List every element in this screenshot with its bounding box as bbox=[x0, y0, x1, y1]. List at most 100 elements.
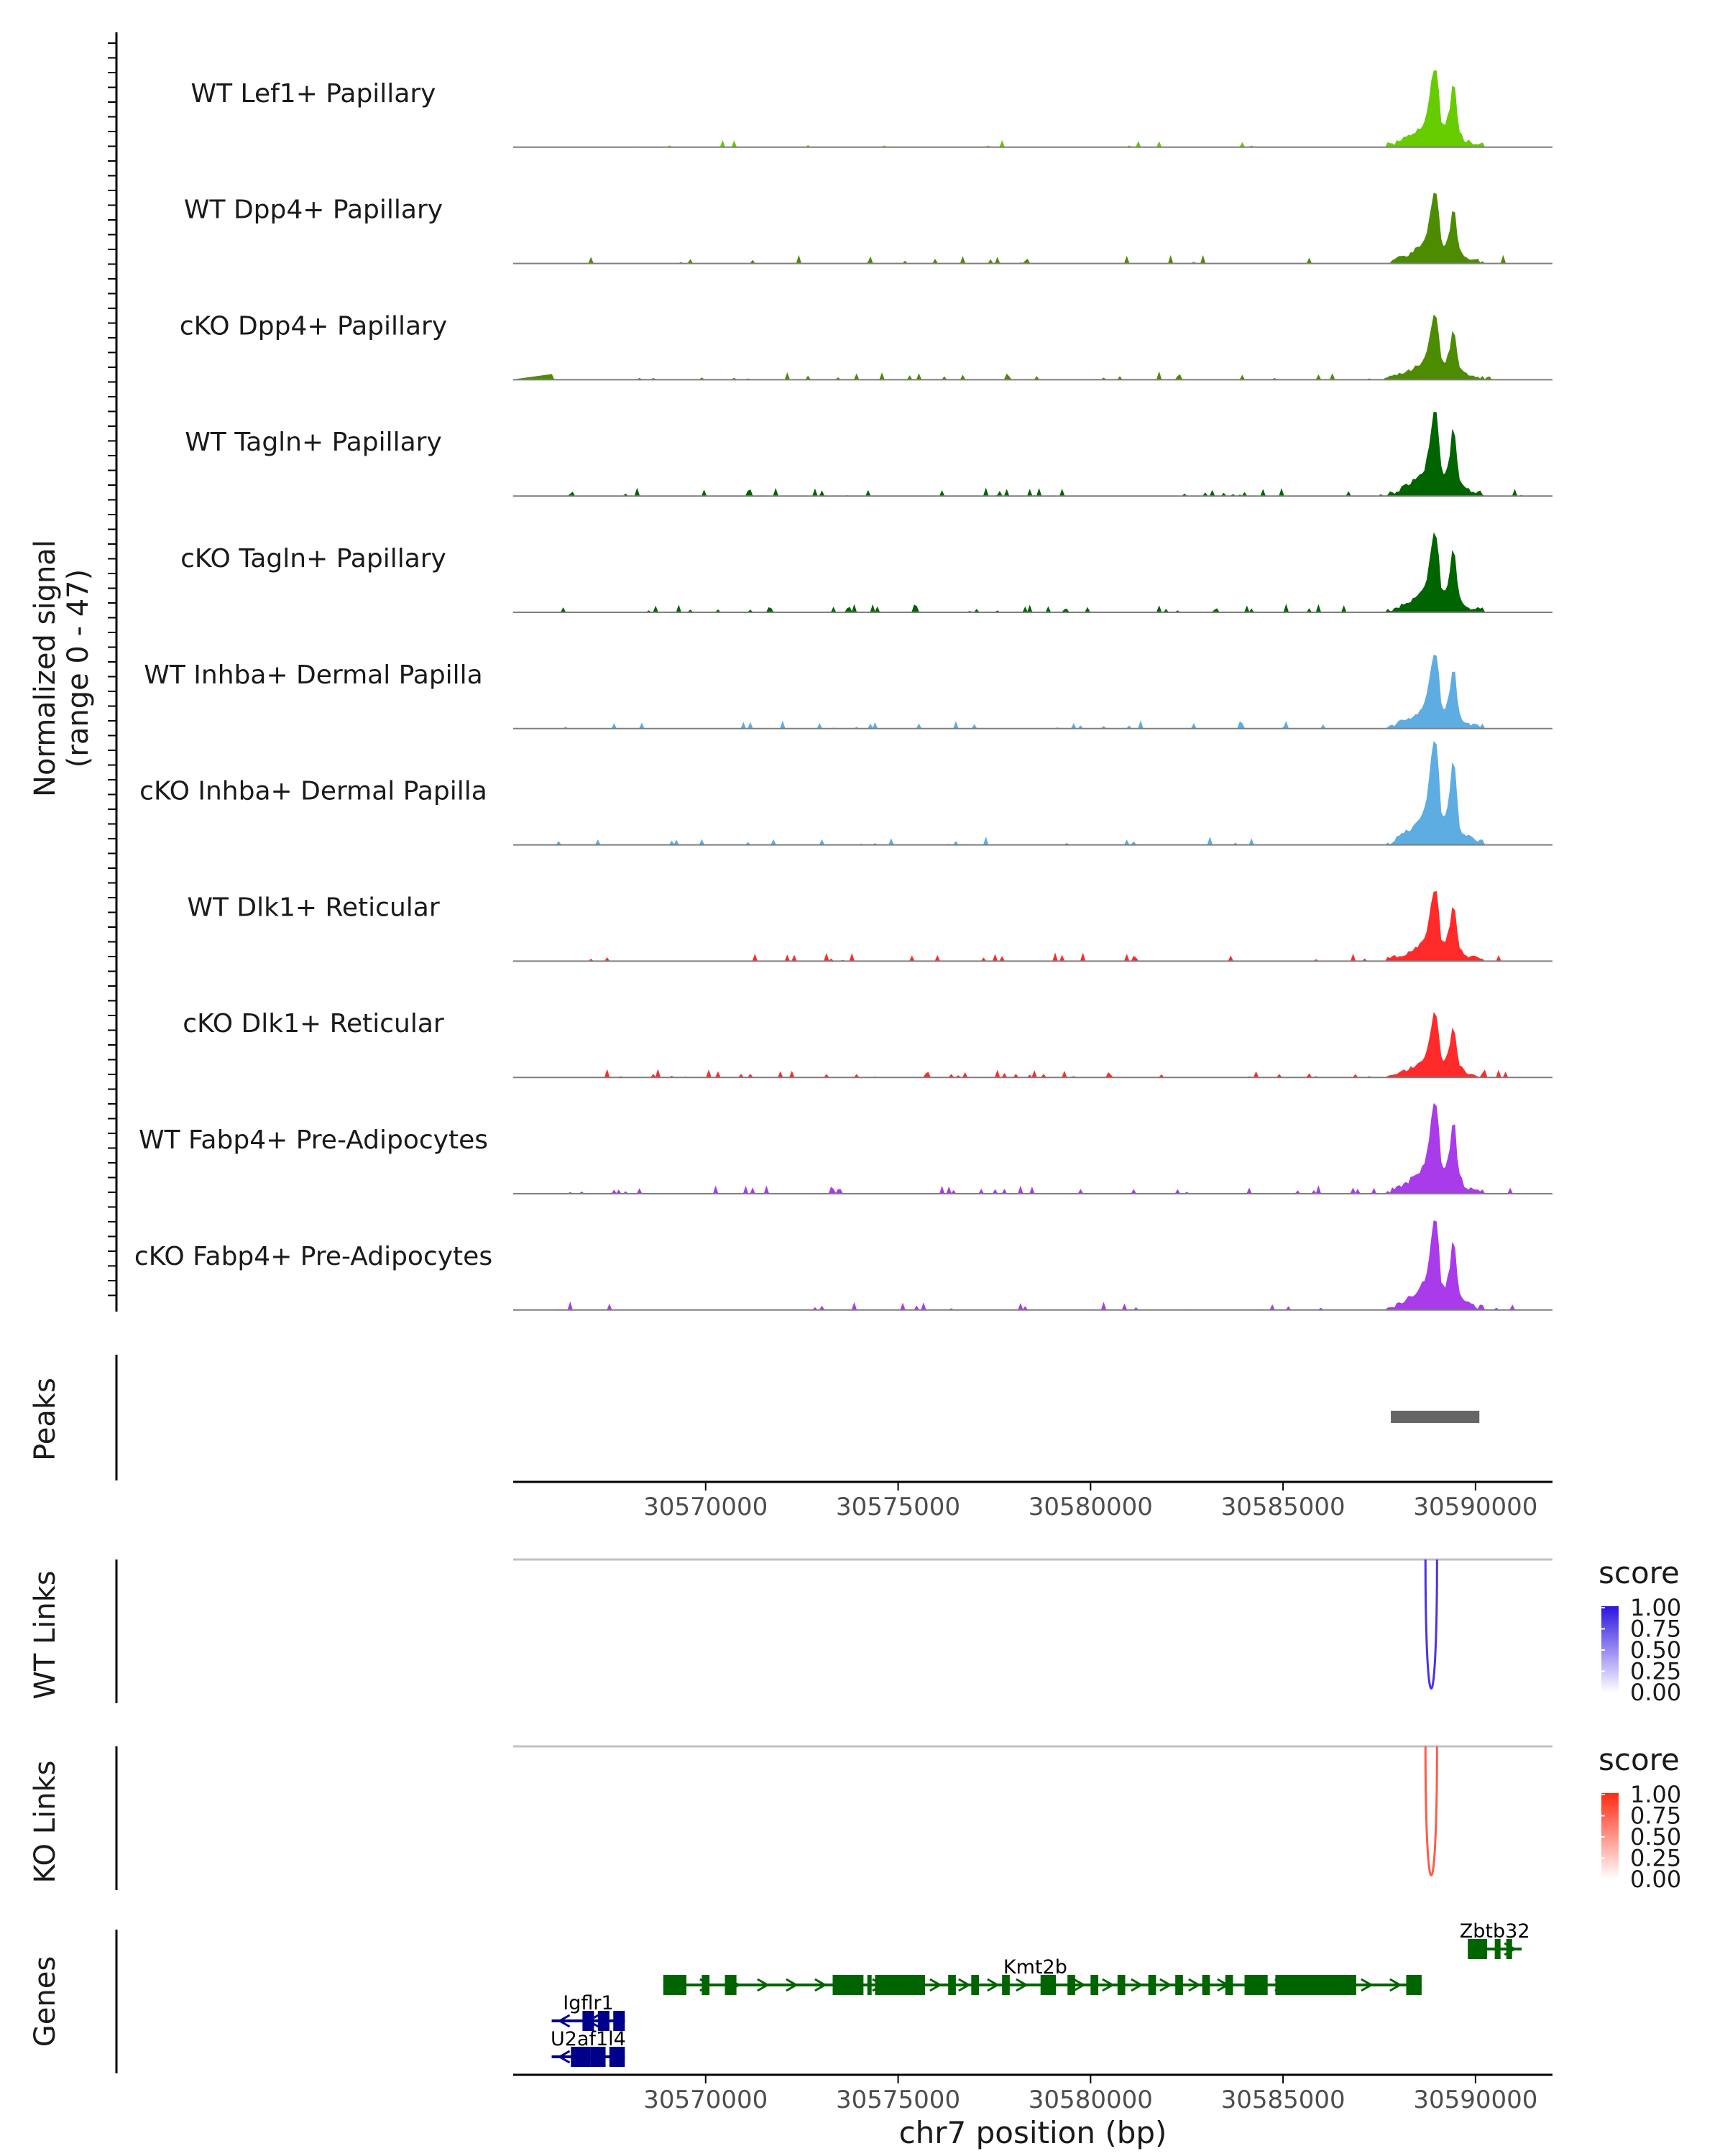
strand-arrow bbox=[1389, 1978, 1402, 1992]
strand-arrow bbox=[1332, 1978, 1345, 1992]
strand-arrow bbox=[929, 1978, 942, 1992]
track-label: cKO Fabp4+ Pre-Adipocytes bbox=[134, 1242, 492, 1271]
track-label: cKO Inhba+ Dermal Papilla bbox=[139, 777, 487, 806]
gene-label: U2af1l4 bbox=[551, 2028, 626, 2050]
strand-arrow bbox=[557, 2050, 571, 2064]
strand-arrow bbox=[987, 1978, 1000, 1992]
strand-arrow bbox=[1073, 1978, 1086, 1992]
track-4: WT Tagln+ Papillary bbox=[185, 411, 1552, 497]
gene-label: Igflr1 bbox=[563, 1992, 613, 2014]
legend-tick-label: 1.00 bbox=[1630, 1781, 1681, 1808]
gene-1: Zbtb32 bbox=[1460, 1920, 1530, 1959]
track-label: WT Lef1+ Papillary bbox=[191, 79, 436, 109]
strand-arrow bbox=[1361, 1978, 1374, 1992]
x-tick-label: 30590000 bbox=[1413, 1493, 1537, 1521]
links-panel-1: WT Links score 1.000.750.500.250.00 bbox=[29, 1555, 1681, 1706]
track-label: WT Fabp4+ Pre-Adipocytes bbox=[139, 1125, 488, 1155]
gene-exon bbox=[1175, 1975, 1183, 1995]
strand-arrow bbox=[699, 1978, 712, 1992]
gene-exon bbox=[1117, 1975, 1126, 1995]
gene-exon bbox=[1148, 1975, 1156, 1995]
track-10: WT Fabp4+ Pre-Adipocytes bbox=[139, 1102, 1552, 1195]
gene-exon bbox=[1494, 1939, 1501, 1959]
peaks-label: Peaks bbox=[29, 1378, 62, 1461]
track-5: cKO Tagln+ Papillary bbox=[180, 532, 1552, 614]
x-tick-label: 30570000 bbox=[643, 1493, 768, 1521]
gene-exon bbox=[597, 2011, 610, 2031]
strand-arrow bbox=[557, 2014, 571, 2028]
gene-exon bbox=[609, 2047, 625, 2067]
strand-arrow bbox=[671, 1978, 684, 1992]
gene-exon bbox=[724, 1975, 737, 1995]
strand-arrow bbox=[757, 1978, 770, 1992]
strand-arrow bbox=[1016, 1978, 1029, 1992]
track-label: WT Dlk1+ Reticular bbox=[187, 893, 439, 922]
x-axis-title: chr7 position (bp) bbox=[899, 2115, 1167, 2150]
strand-arrow bbox=[1188, 1978, 1201, 1992]
track-label: WT Dpp4+ Papillary bbox=[184, 195, 443, 225]
gene-exon bbox=[832, 1975, 864, 1995]
track-label: WT Tagln+ Papillary bbox=[185, 428, 442, 457]
strand-arrow bbox=[814, 1978, 827, 1992]
strand-arrow bbox=[586, 2014, 599, 2028]
gene-3: Igflr1 bbox=[551, 1992, 625, 2031]
x-tick-label: 30585000 bbox=[1221, 2086, 1346, 2114]
legend-tick-label: 0.25 bbox=[1630, 1845, 1681, 1872]
legend-tick-label: 0.75 bbox=[1630, 1802, 1681, 1830]
strand-arrow bbox=[901, 1978, 914, 1992]
gene-exon bbox=[590, 2047, 606, 2067]
link-arc bbox=[1424, 1559, 1438, 1690]
links-label: WT Links bbox=[29, 1570, 62, 1699]
x-tick-label: 30570000 bbox=[643, 2086, 768, 2114]
strand-arrow bbox=[958, 1978, 971, 1992]
gene-exon bbox=[1406, 1975, 1422, 1995]
gene-exon bbox=[867, 1975, 872, 1995]
coverage-ylabel-line1: Normalized signal bbox=[29, 540, 62, 797]
gene-exon bbox=[1202, 1975, 1210, 1995]
gene-2: Kmt2b bbox=[663, 1956, 1422, 1995]
strand-arrow bbox=[843, 1978, 856, 1992]
genes-panel: Genes Zbtb32 Kmt2b Igflr1 U2af1l4 30570000 3… bbox=[29, 1920, 1552, 2150]
gene-exon bbox=[971, 1975, 980, 1995]
strand-arrow bbox=[728, 1978, 741, 1992]
strand-arrow bbox=[586, 2050, 599, 2064]
gene-models: Zbtb32 Kmt2b Igflr1 U2af1l4 bbox=[551, 1920, 1530, 2067]
gene-exon bbox=[1506, 1939, 1512, 1959]
track-label: cKO Dlk1+ Reticular bbox=[183, 1009, 444, 1038]
strand-arrow bbox=[1274, 1978, 1287, 1992]
peak-regions bbox=[1391, 1411, 1480, 1423]
genes-label: Genes bbox=[29, 1956, 62, 2047]
strand-arrow bbox=[1102, 1978, 1115, 1992]
coverage-y-ticks bbox=[108, 42, 116, 1296]
x-tick-label: 30580000 bbox=[1029, 2086, 1153, 2114]
strand-arrow bbox=[1217, 1978, 1230, 1992]
legend-title: score bbox=[1598, 1742, 1680, 1777]
track-label: cKO Dpp4+ Papillary bbox=[180, 311, 447, 341]
coverage-panel: Normalized signal (range 0 - 47) WT Lef1… bbox=[29, 32, 1552, 1312]
x-tick-label: 30585000 bbox=[1221, 1493, 1346, 1521]
legend-title: score bbox=[1598, 1555, 1680, 1590]
gene-exon bbox=[1067, 1975, 1075, 1995]
strand-arrow bbox=[786, 1978, 799, 1992]
genes-x-ticks: 30570000 30575000 30580000 30585000 30590000 bbox=[643, 2075, 1537, 2114]
legend-tick-label: 0.50 bbox=[1630, 1636, 1681, 1664]
strand-arrow bbox=[1044, 1978, 1057, 1992]
track-11: cKO Fabp4+ Pre-Adipocytes bbox=[134, 1220, 1552, 1311]
peaks-x-ticks: 30570000 30575000 30580000 30585000 30590000 bbox=[643, 1482, 1537, 1521]
gene-exon bbox=[948, 1975, 956, 1995]
gene-exon bbox=[613, 2011, 625, 2031]
strand-arrow bbox=[1246, 1978, 1259, 1992]
track-label: WT Inhba+ Dermal Papilla bbox=[144, 660, 482, 690]
track-1: WT Lef1+ Papillary bbox=[191, 70, 1552, 148]
links-label: KO Links bbox=[29, 1761, 62, 1884]
gene-exon bbox=[1090, 1975, 1099, 1995]
x-tick-label: 30580000 bbox=[1029, 1493, 1153, 1521]
strand-arrow bbox=[1303, 1978, 1316, 1992]
gene-exon bbox=[702, 1975, 710, 1995]
x-tick-label: 30590000 bbox=[1413, 2086, 1537, 2114]
track-label: cKO Tagln+ Papillary bbox=[180, 544, 446, 573]
track-6: WT Inhba+ Dermal Papilla bbox=[144, 654, 1552, 729]
legend-tick-label: 0.00 bbox=[1630, 1866, 1681, 1893]
strand-arrow bbox=[1131, 1978, 1144, 1992]
